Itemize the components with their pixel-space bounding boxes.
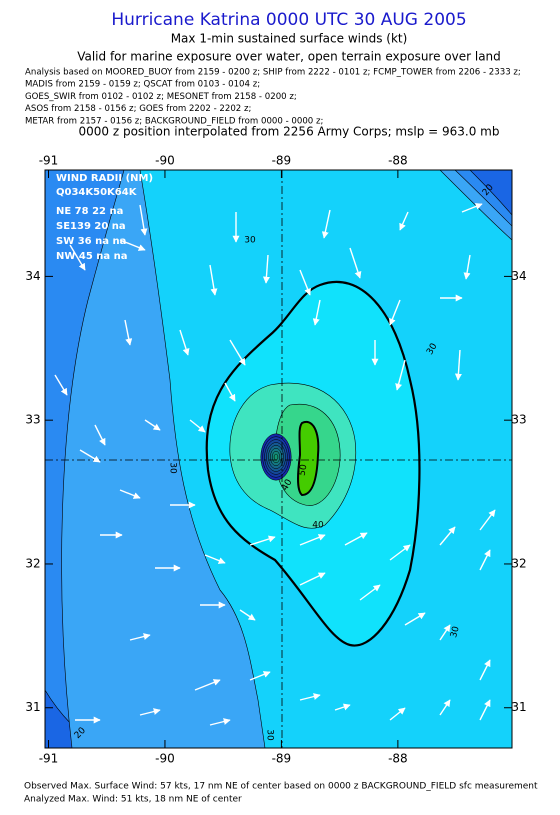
source-line: MADIS from 2159 - 0159 z; QSCAT from 010… (25, 80, 260, 90)
source-line: ASOS from 2158 - 0156 z; GOES from 2202 … (25, 104, 251, 114)
lon-tick-label: -90 (155, 154, 175, 168)
wind-arrow (224, 382, 236, 402)
map-frame (44, 169, 513, 749)
wind-arrow (229, 339, 246, 366)
contour-label: 40 (312, 521, 324, 531)
wind-arrow (439, 699, 451, 716)
wind-radii-header: Q034K50K64K (56, 187, 138, 198)
wind-arrow (299, 269, 311, 296)
wind-radii-row: NW 45 na na (56, 251, 128, 262)
wind-arrow (79, 449, 101, 463)
wind-radii-row: NE 78 22 na (56, 206, 123, 217)
wind-arrow (299, 572, 326, 586)
footer-line: Observed Max. Surface Wind: 57 kts, 17 n… (24, 782, 538, 792)
wind-arrow (479, 699, 491, 721)
wind-arrow (463, 254, 471, 280)
wind-arrow (479, 549, 491, 571)
lat-tick-label: 31 (25, 700, 40, 714)
lon-tick-label: -91 (39, 154, 59, 168)
wind-arrow (389, 299, 401, 326)
wind-arrow (139, 708, 161, 716)
lon-tick-label: -90 (155, 752, 175, 766)
wind-arrow (299, 693, 321, 701)
wind-arrow (461, 203, 483, 213)
wind-arrow (479, 659, 491, 681)
contour-label: 30 (449, 625, 462, 639)
wind-radii-row: SW 36 na na (56, 236, 126, 247)
lat-tick-label: 32 (25, 556, 40, 570)
contour-label: 30 (168, 462, 178, 474)
wind-arrow (479, 509, 496, 531)
wind-arrow (119, 239, 146, 251)
wind-arrow (312, 299, 321, 326)
lat-tick-label: 31 (511, 700, 526, 714)
wind-arrow (359, 584, 381, 601)
valid-note: Valid for marine exposure over water, op… (77, 50, 501, 64)
contour-label: 50 (298, 463, 310, 476)
eye-contour (273, 453, 279, 461)
wind-arrow (144, 419, 161, 431)
wind-arrow (334, 703, 351, 711)
contour-50kt (297, 420, 320, 497)
lon-tick-label: -88 (388, 154, 408, 168)
wind-arrow (179, 329, 190, 356)
lat-tick-label: 34 (25, 269, 40, 283)
wind-radii-row: SE139 20 na (56, 221, 126, 232)
wind-arrow (399, 211, 409, 231)
wind-arrow (94, 424, 106, 446)
wind-arrow (299, 534, 326, 546)
wind-arrow (389, 544, 411, 561)
wind-arrow (194, 679, 221, 691)
wind-arrow (209, 264, 218, 296)
wind-arrow (239, 609, 256, 621)
wind-arrow (204, 554, 226, 564)
wind-arrow (189, 419, 206, 433)
wind-arrow (69, 244, 86, 271)
lat-tick-label: 33 (511, 413, 526, 427)
lon-tick-label: -88 (388, 752, 408, 766)
wind-arrow (139, 204, 148, 236)
footer-line: Analyzed Max. Wind: 51 kts, 18 nm NE of … (24, 795, 242, 805)
wind-arrow (262, 254, 270, 284)
lon-tick-label: -89 (272, 752, 292, 766)
wind-arrow (119, 489, 141, 499)
contour-label: 30 (265, 729, 275, 741)
wind-arrow (395, 359, 406, 391)
source-line: GOES_SWIR from 0102 - 0102 z; MESONET fr… (25, 92, 297, 102)
lat-tick-label: 32 (511, 556, 526, 570)
position-note: 0000 z position interpolated from 2256 A… (78, 125, 499, 139)
lat-tick-label: 34 (511, 269, 526, 283)
wind-arrow (349, 247, 362, 279)
lon-tick-label: -89 (272, 154, 292, 168)
wind-arrow (249, 671, 271, 681)
wind-arrow (439, 624, 451, 641)
wind-arrow (249, 535, 276, 546)
wind-arrow (389, 707, 406, 721)
wind-radii-title: WIND RADII (NM) (56, 173, 153, 184)
subtitle: Max 1-min sustained surface winds (kt) (171, 32, 408, 46)
wind-arrow (54, 374, 68, 396)
lon-tick-label: -91 (39, 752, 59, 766)
wind-arrow (129, 633, 151, 641)
wind-arrow (454, 349, 462, 381)
wind-arrow (344, 532, 368, 546)
contour-label: 30 (244, 236, 256, 246)
source-line: Analysis based on MOORED_BUOY from 2159 … (25, 68, 521, 78)
source-line: METAR from 2157 - 0156 z; BACKGROUND_FIE… (25, 116, 323, 126)
title: Hurricane Katrina 0000 UTC 30 AUG 2005 (111, 10, 466, 30)
wind-arrow (321, 209, 331, 239)
wind-arrow (404, 612, 426, 626)
wind-arrow (209, 718, 231, 726)
lat-tick-label: 33 (25, 413, 40, 427)
wind-arrow (124, 319, 133, 346)
wind-arrow (439, 526, 456, 546)
